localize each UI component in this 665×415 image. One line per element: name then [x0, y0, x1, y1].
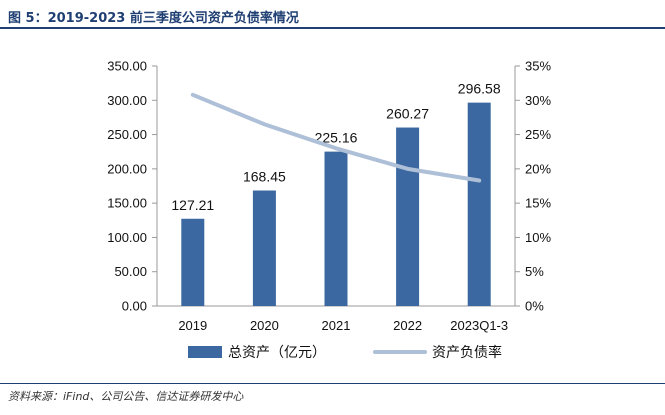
- right-tick-label: 30%: [525, 93, 551, 108]
- right-tick-label: 35%: [525, 59, 551, 74]
- right-tick-label: 25%: [525, 127, 551, 142]
- debt-ratio-line: [190, 92, 482, 183]
- x-tick-label: 2021: [322, 318, 351, 333]
- right-tick-label: 15%: [525, 196, 551, 211]
- right-tick-label: 20%: [525, 161, 551, 176]
- bar-data-label: 127.21: [171, 197, 214, 213]
- right-tick-label: 0%: [525, 299, 544, 314]
- bar-2023Q1-3: [467, 102, 491, 306]
- left-tick-label: 50.00: [114, 264, 147, 279]
- figure-title: 图 5：2019-2023 前三季度公司资产负债率情况: [8, 11, 299, 26]
- bar-data-label: 296.58: [458, 81, 501, 97]
- left-tick-label: 350.00: [107, 59, 147, 74]
- line-series: [190, 92, 482, 183]
- title-rule: [0, 27, 665, 29]
- legend-bar-swatch: [188, 346, 222, 358]
- left-tick-label: 0.00: [122, 299, 147, 314]
- right-tick-label: 10%: [525, 230, 551, 245]
- x-tick-label: 2020: [250, 318, 279, 333]
- bar-series: 127.21 168.45 225.16 260.27 296.58: [171, 81, 501, 306]
- bar-data-label: 260.27: [386, 106, 429, 122]
- x-tick-label: 2022: [393, 318, 422, 333]
- x-tick-label: 2019: [178, 318, 207, 333]
- left-tick-label: 100.00: [107, 230, 147, 245]
- bar-2020: [252, 190, 276, 306]
- left-tick-label: 150.00: [107, 196, 147, 211]
- left-tick-label: 250.00: [107, 127, 147, 142]
- left-tick-label: 300.00: [107, 93, 147, 108]
- bar-2021: [324, 151, 348, 306]
- bar-2019: [181, 218, 205, 306]
- legend: 总资产（亿元） 资产负债率: [188, 344, 502, 361]
- right-axis: 0% 5% 10% 15% 20% 25% 30% 35%: [514, 59, 551, 314]
- bar-data-label: 168.45: [243, 168, 286, 184]
- x-tick-label: 2023Q1-3: [450, 318, 508, 333]
- right-tick-label: 5%: [525, 264, 544, 279]
- chart: 0.00 50.00 100.00 150.00 200.00 250.00 300.00 3…: [107, 59, 551, 362]
- source-note: 资料来源：iFind、公司公告、信达证券研发中心: [8, 390, 244, 403]
- bar-2022: [396, 127, 420, 306]
- left-tick-label: 200.00: [107, 161, 147, 176]
- legend-line-label: 资产负债率: [432, 344, 502, 361]
- legend-bar-label: 总资产（亿元）: [228, 345, 326, 361]
- bar-data-label: 225.16: [315, 130, 358, 146]
- source-rule: [0, 383, 665, 384]
- x-axis: 2019 2020 2021 2022 2023Q1-3: [157, 305, 515, 333]
- left-axis: 0.00 50.00 100.00 150.00 200.00 250.00 300.00 3…: [107, 59, 158, 314]
